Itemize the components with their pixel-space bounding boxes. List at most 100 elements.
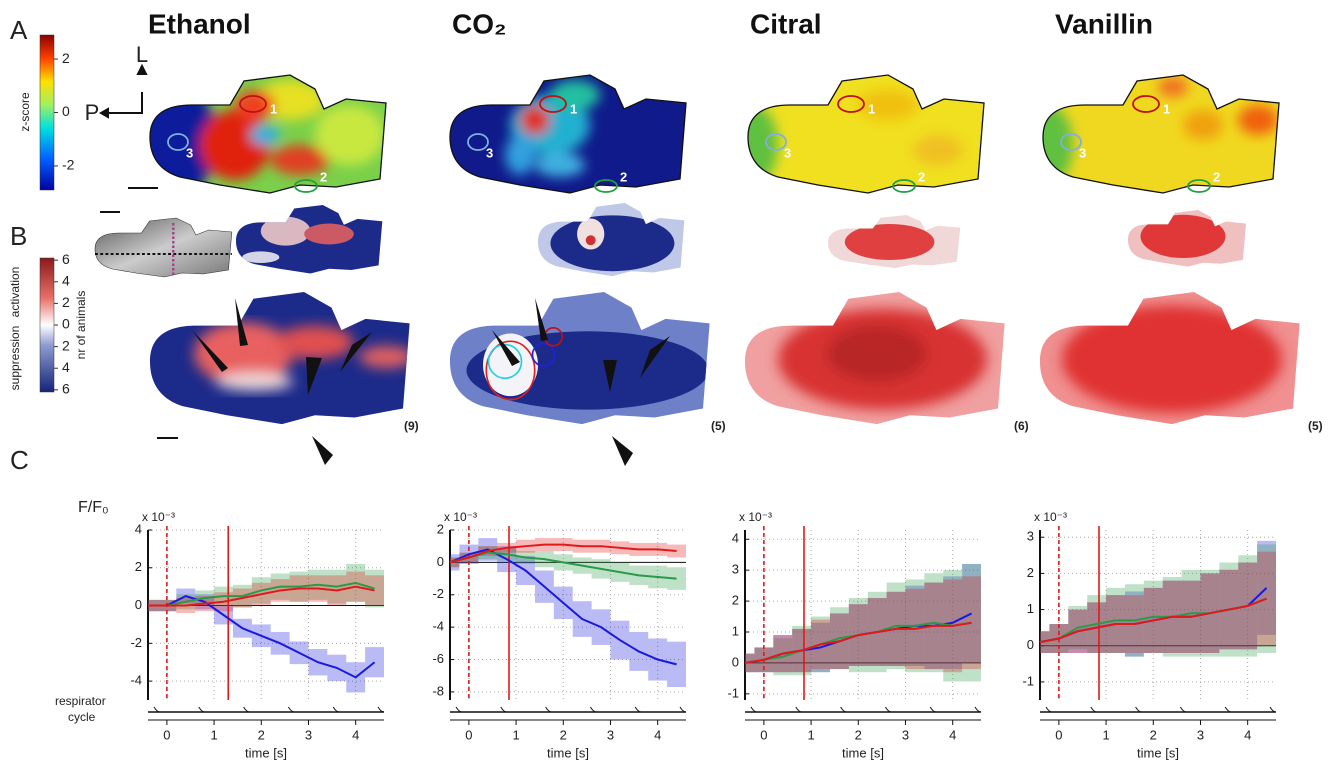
- colorbar-tick-label: 0: [62, 103, 70, 119]
- x-tick-label: 4: [1244, 727, 1251, 742]
- y-tick-label: 2: [437, 521, 444, 536]
- x-tick-label: 0: [1055, 727, 1062, 742]
- overlap-map: [1040, 292, 1300, 424]
- x-tick-label: 1: [512, 727, 519, 742]
- x-tick-label: 2: [855, 727, 862, 742]
- x-tick-label: 1: [1102, 727, 1109, 742]
- x-axis-label: time [s]: [842, 745, 884, 760]
- x-tick-label: 2: [258, 727, 265, 742]
- respirator-label: cycle: [68, 710, 96, 724]
- odor-title: Ethanol: [148, 8, 251, 39]
- y-axis-label: F/F₀: [78, 499, 109, 516]
- animal-count: (9): [404, 419, 419, 433]
- y-tick-label: 1: [1027, 601, 1034, 616]
- x-tick-label: 1: [210, 727, 217, 742]
- error-band: [365, 647, 384, 677]
- y-tick-label: 4: [135, 521, 142, 536]
- x-tick-label: 0: [760, 727, 767, 742]
- animal-count: (6): [1014, 419, 1029, 433]
- charts: x 10⁻³ -4 -2 0 2 4 0 1 2 3 4 time [s] x 10⁻³ -8 -6 -4 -2…: [130, 510, 1276, 760]
- y-tick-label: 3: [732, 562, 739, 577]
- x-tick-label: 3: [902, 727, 909, 742]
- overlap-map: [450, 292, 710, 424]
- colorbar-label: z-score: [18, 92, 32, 132]
- multiplier-label: x 10⁻³: [142, 510, 175, 524]
- odor-title: Citral: [750, 8, 822, 39]
- overlap-map: [1128, 210, 1246, 267]
- multiplier-label: x 10⁻³: [739, 510, 772, 524]
- y-tick-label: -8: [432, 683, 444, 698]
- y-tick-label: 2: [135, 559, 142, 574]
- roi-label: 3: [784, 145, 791, 160]
- anatomy-inset: [95, 218, 232, 277]
- zscore-map: [1023, 70, 1288, 200]
- y-tick-label: 4: [732, 531, 739, 546]
- y-tick-label: 0: [437, 554, 444, 569]
- colorbar-label: suppression: [8, 326, 22, 391]
- overlap-map: [538, 203, 684, 276]
- roi-label: 2: [1213, 169, 1220, 184]
- zscore-map: [728, 70, 993, 200]
- x-tick-label: 0: [465, 727, 472, 742]
- x-tick-label: 1: [807, 727, 814, 742]
- x-tick-label: 4: [352, 727, 359, 742]
- y-tick-label: -4: [432, 619, 444, 634]
- x-tick-label: 2: [1150, 727, 1157, 742]
- y-tick-label: -2: [432, 586, 444, 601]
- y-tick-label: 2: [732, 593, 739, 608]
- orientation-label: P: [85, 100, 100, 125]
- odor-title: Vanillin: [1055, 8, 1153, 39]
- colorbar-tick-label: -2: [62, 157, 75, 173]
- respirator-label: respirator: [55, 694, 106, 708]
- animal-count: (5): [711, 419, 726, 433]
- x-tick-label: 3: [305, 727, 312, 742]
- x-tick-label: 3: [1197, 727, 1204, 742]
- animal-colorbar: [40, 258, 54, 392]
- roi-label: 3: [186, 145, 193, 160]
- x-tick-label: 4: [654, 727, 661, 742]
- colorbar-tick-label: 2: [62, 50, 70, 66]
- y-tick-label: -1: [727, 685, 739, 700]
- orientation-label: L: [136, 42, 148, 67]
- zscore-colorbar: [40, 35, 54, 190]
- colorbar-tick-label: 0: [62, 316, 70, 332]
- animal-count: (5): [1308, 419, 1323, 433]
- colorbar-tick-label: 6: [62, 381, 70, 397]
- colorbar-tick-label: 2: [62, 294, 70, 310]
- roi-label: 2: [620, 169, 627, 184]
- y-tick-label: 0: [135, 597, 142, 612]
- y-tick-label: -6: [432, 651, 444, 666]
- y-tick-label: -2: [130, 635, 142, 650]
- roi-label: 1: [1163, 101, 1170, 116]
- x-axis-label: time [s]: [245, 745, 287, 760]
- y-tick-label: 0: [1027, 637, 1034, 652]
- multiplier-label: x 10⁻³: [444, 510, 477, 524]
- panel-label: B: [10, 221, 27, 251]
- colorbar-tick-label: 4: [62, 272, 70, 288]
- colorbar-label: nr of animals: [74, 291, 88, 360]
- overlap-map: [150, 292, 414, 424]
- figure: A B C Ethanol CO₂ Citral Vanillin z-scor…: [0, 0, 1339, 768]
- zscore-map: [127, 70, 395, 200]
- x-tick-label: 3: [607, 727, 614, 742]
- x-axis-label: time [s]: [1137, 745, 1179, 760]
- orientation: [101, 66, 146, 117]
- roi-label: 3: [486, 145, 493, 160]
- y-tick-label: 2: [1027, 565, 1034, 580]
- overlap-map: [828, 215, 960, 268]
- roi-label: 1: [570, 101, 577, 116]
- y-tick-label: -4: [130, 673, 142, 688]
- roi-label: 2: [918, 169, 925, 184]
- x-axis-label: time [s]: [547, 745, 589, 760]
- roi-label: 2: [320, 169, 327, 184]
- roi-label: 1: [868, 101, 875, 116]
- colorbar-ticks: 6420246: [54, 251, 70, 397]
- overlap-map: [745, 292, 1005, 424]
- roi-label: 1: [270, 101, 277, 116]
- overlap-map: [236, 205, 382, 273]
- panel-label: C: [10, 445, 29, 475]
